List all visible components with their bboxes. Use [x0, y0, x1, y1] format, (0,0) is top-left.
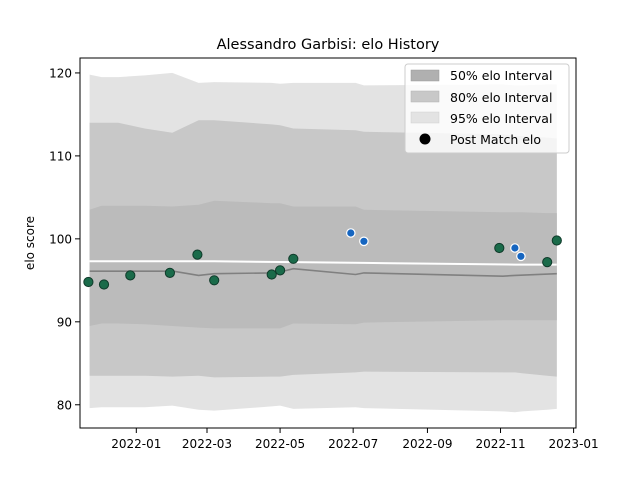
- elo-lines: [89, 260, 557, 278]
- x-tick-label: 2022-05: [255, 437, 305, 451]
- band-50-interval: [89, 200, 557, 329]
- x-tick-label: 2022-09: [402, 437, 452, 451]
- post-match-elo-point: [164, 267, 175, 278]
- post-match-elo-point: [288, 253, 299, 264]
- post-match-elo-point: [494, 242, 505, 254]
- legend-label-80: 80% elo Interval: [450, 90, 552, 105]
- x-tick-label: 2022-03: [182, 437, 232, 451]
- post-match-elo-point: [551, 235, 562, 246]
- y-tick-label: 110: [49, 149, 72, 163]
- post-match-elo-point: [345, 228, 356, 238]
- legend-label-95: 95% elo Interval: [450, 111, 552, 126]
- post-match-elo-point: [83, 276, 94, 288]
- legend-frame: [404, 63, 570, 154]
- post-match-elo-point: [359, 236, 369, 247]
- legend-swatch-95: [410, 111, 440, 124]
- post-match-elo-point: [516, 251, 526, 262]
- interval-bands: [89, 72, 557, 413]
- legend-label-post-match: Post Match elo: [450, 132, 541, 147]
- legend-marker-post-match: [419, 133, 431, 145]
- plot-frame: [79, 57, 577, 429]
- chart-title: Alessandro Garbisi: elo History: [217, 37, 440, 53]
- y-axis-label: elo score: [23, 216, 37, 270]
- x-tick-label: 2023-01: [549, 437, 599, 451]
- legend-label-50: 50% elo Interval: [450, 68, 552, 83]
- post-match-elo-point: [510, 243, 520, 253]
- y-axis-ticks: 80 90 100 110 120: [49, 66, 80, 412]
- post-match-elo-point: [98, 279, 110, 290]
- post-match-elo-point: [192, 249, 203, 260]
- post-match-elo-point: [275, 265, 286, 276]
- y-tick-label: 90: [57, 315, 72, 329]
- y-tick-label: 100: [49, 232, 72, 246]
- elo-median-line: [89, 267, 557, 278]
- x-tick-label: 2022-07: [328, 437, 378, 451]
- legend-swatch-80: [410, 90, 440, 103]
- post-match-elo-point: [542, 257, 553, 268]
- y-tick-label: 80: [57, 398, 72, 412]
- x-tick-label: 2022-01: [111, 437, 161, 451]
- elo-estimate-line: [89, 260, 557, 266]
- x-axis-ticks: 2022-01 2022-03 2022-05 2022-07 2022-09 2022-…: [111, 428, 599, 451]
- post-match-elo-point: [209, 275, 220, 286]
- legend-swatch-50: [410, 69, 440, 82]
- y-tick-label: 120: [49, 66, 72, 80]
- legend: 50% elo Interval 80% elo Interval 95% el…: [404, 63, 570, 154]
- post-match-elo-point: [266, 269, 277, 280]
- post-match-elo-point: [125, 270, 136, 281]
- post-match-points: [83, 228, 562, 290]
- x-tick-label: 2022-11: [475, 437, 525, 451]
